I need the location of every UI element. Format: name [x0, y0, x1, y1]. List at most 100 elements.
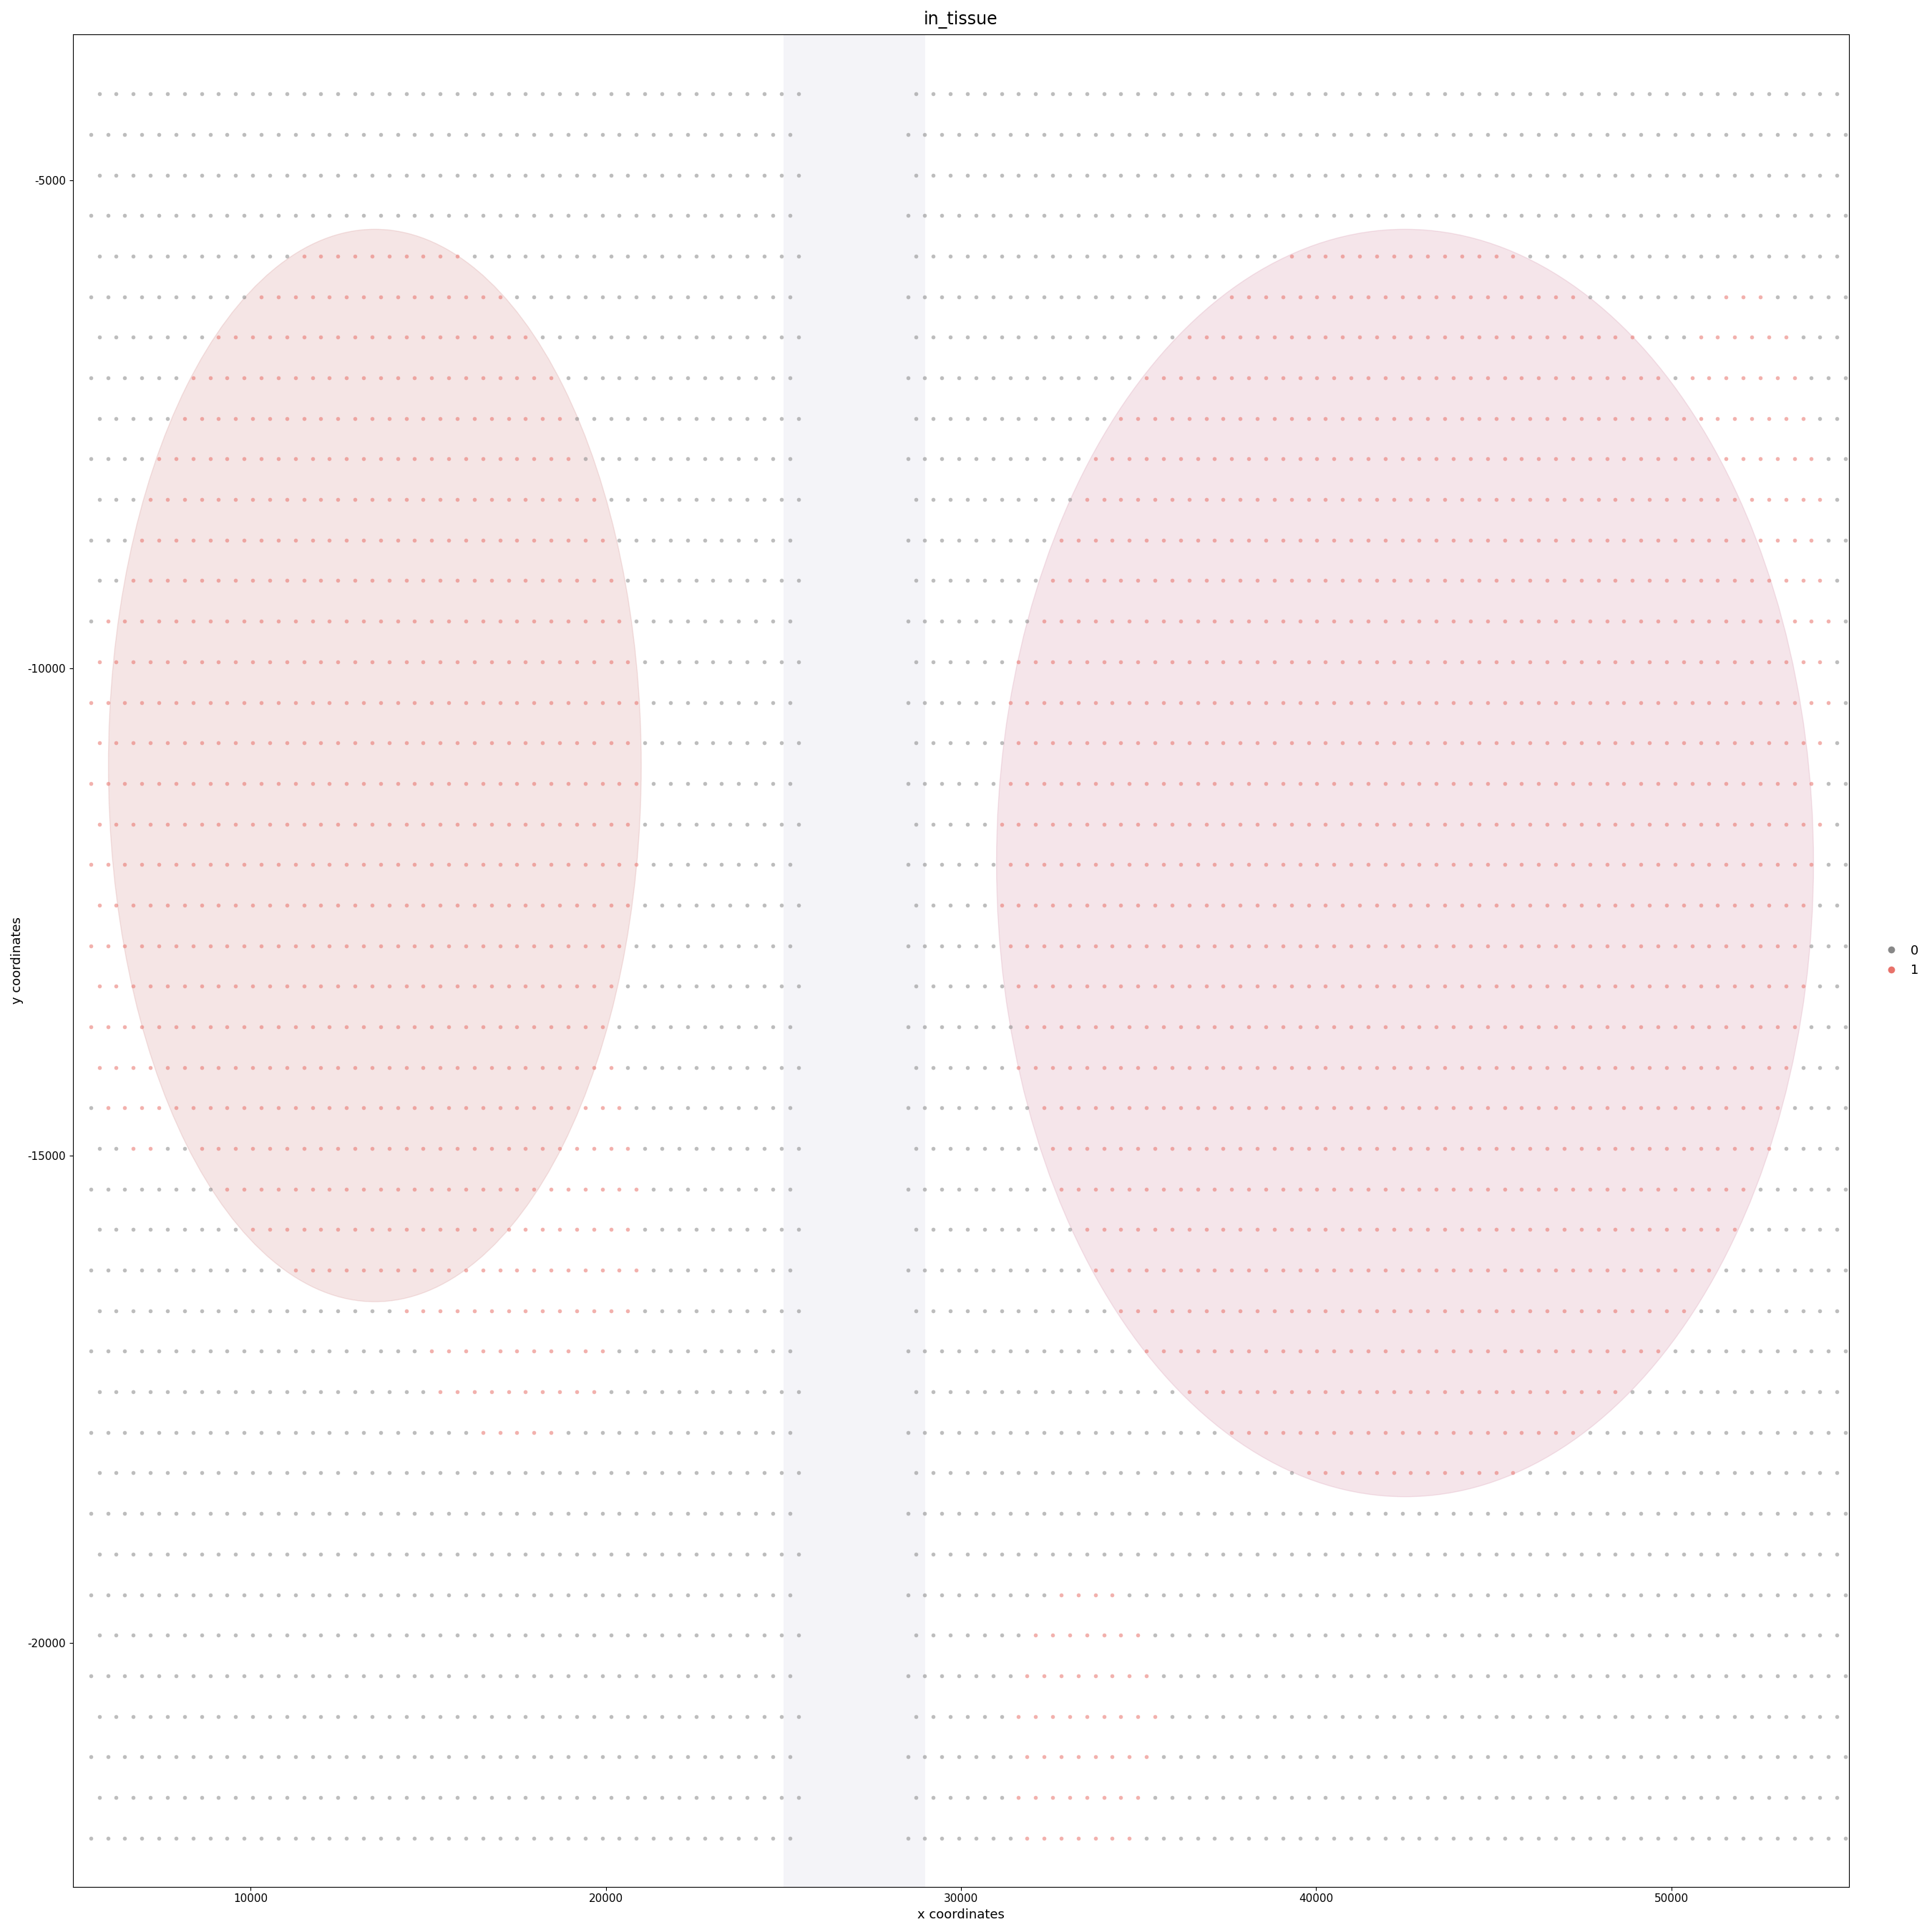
Point	[1667, 970, 1698, 1001]
Point	[1275, 1538, 1306, 1569]
Point	[160, 1010, 191, 1041]
Point	[1200, 1010, 1231, 1041]
Point	[450, 1822, 481, 1853]
Point	[1140, 970, 1171, 1001]
Point	[1310, 1538, 1341, 1569]
Point	[1582, 1619, 1613, 1650]
Point	[1387, 1497, 1418, 1528]
Point	[765, 79, 796, 110]
Point	[373, 970, 404, 1001]
Point	[782, 1294, 813, 1325]
Point	[1405, 282, 1435, 313]
Point	[442, 1538, 473, 1569]
Point	[765, 1294, 796, 1325]
Point	[1318, 929, 1349, 960]
Point	[365, 1335, 396, 1366]
Point	[715, 1294, 746, 1325]
Point	[143, 1578, 174, 1609]
Point	[425, 1376, 456, 1406]
Point	[1472, 1578, 1503, 1609]
Point	[1115, 848, 1146, 879]
Point	[732, 485, 763, 516]
Point	[587, 1660, 618, 1690]
Point	[1130, 1010, 1161, 1041]
Point	[1217, 1173, 1248, 1204]
Point	[195, 1335, 226, 1366]
Point	[1217, 769, 1248, 800]
Point	[340, 1619, 371, 1650]
Point	[1830, 444, 1861, 475]
Y-axis label: y coordinates: y coordinates	[12, 918, 23, 1005]
Point	[313, 1822, 344, 1853]
Point	[900, 970, 931, 1001]
Point	[970, 1781, 1001, 1812]
Point	[1447, 485, 1478, 516]
Point	[83, 1538, 114, 1569]
Point	[185, 889, 216, 920]
Point	[1642, 1010, 1673, 1041]
Point	[1260, 241, 1291, 272]
Point	[1557, 444, 1588, 475]
Point	[1532, 1294, 1563, 1325]
Point	[153, 566, 184, 597]
Point	[570, 363, 601, 394]
Point	[697, 1538, 728, 1569]
Point	[553, 363, 583, 394]
Point	[493, 889, 524, 920]
Point	[1310, 970, 1341, 1001]
Point	[893, 1010, 923, 1041]
Point	[1387, 282, 1418, 313]
Point	[612, 1700, 643, 1731]
Point	[1575, 769, 1605, 800]
Point	[1140, 647, 1171, 678]
Point	[1130, 1660, 1161, 1690]
Point	[1115, 526, 1146, 556]
Point	[935, 1132, 966, 1163]
Point	[587, 929, 618, 960]
Point	[493, 1538, 524, 1569]
Point	[697, 1376, 728, 1406]
Point	[1727, 201, 1758, 232]
Point	[1667, 889, 1698, 920]
Point	[425, 1700, 456, 1731]
Point	[1607, 769, 1638, 800]
Point	[510, 1538, 541, 1569]
Point	[468, 444, 498, 475]
Point	[605, 1497, 636, 1528]
Point	[1437, 1660, 1468, 1690]
Point	[587, 526, 618, 556]
Point	[900, 1132, 931, 1163]
Point	[1395, 323, 1426, 354]
Point	[1507, 607, 1538, 638]
Point	[1225, 1457, 1256, 1488]
Point	[1737, 970, 1768, 1001]
Point	[672, 1092, 703, 1122]
Point	[1140, 79, 1171, 110]
Point	[545, 1051, 576, 1082]
Point	[1130, 1741, 1161, 1772]
Point	[280, 688, 311, 719]
Point	[1797, 1578, 1828, 1609]
Point	[1480, 566, 1511, 597]
Point	[1804, 889, 1835, 920]
Point	[732, 1294, 763, 1325]
Point	[1225, 808, 1256, 838]
Point	[672, 282, 703, 313]
Point	[995, 1010, 1026, 1041]
Point	[1088, 1051, 1119, 1082]
Point	[168, 889, 199, 920]
Point	[1515, 323, 1546, 354]
Point	[245, 769, 276, 800]
Point	[1480, 1051, 1511, 1082]
Point	[1694, 526, 1725, 556]
Point	[925, 1660, 956, 1690]
Point	[1719, 1132, 1750, 1163]
Point	[298, 444, 328, 475]
Point	[1754, 1781, 1785, 1812]
Point	[1412, 728, 1443, 759]
Point	[288, 1051, 319, 1082]
Point	[1812, 1173, 1843, 1204]
Point	[1549, 970, 1580, 1001]
Point	[450, 1254, 481, 1285]
Point	[1607, 444, 1638, 475]
